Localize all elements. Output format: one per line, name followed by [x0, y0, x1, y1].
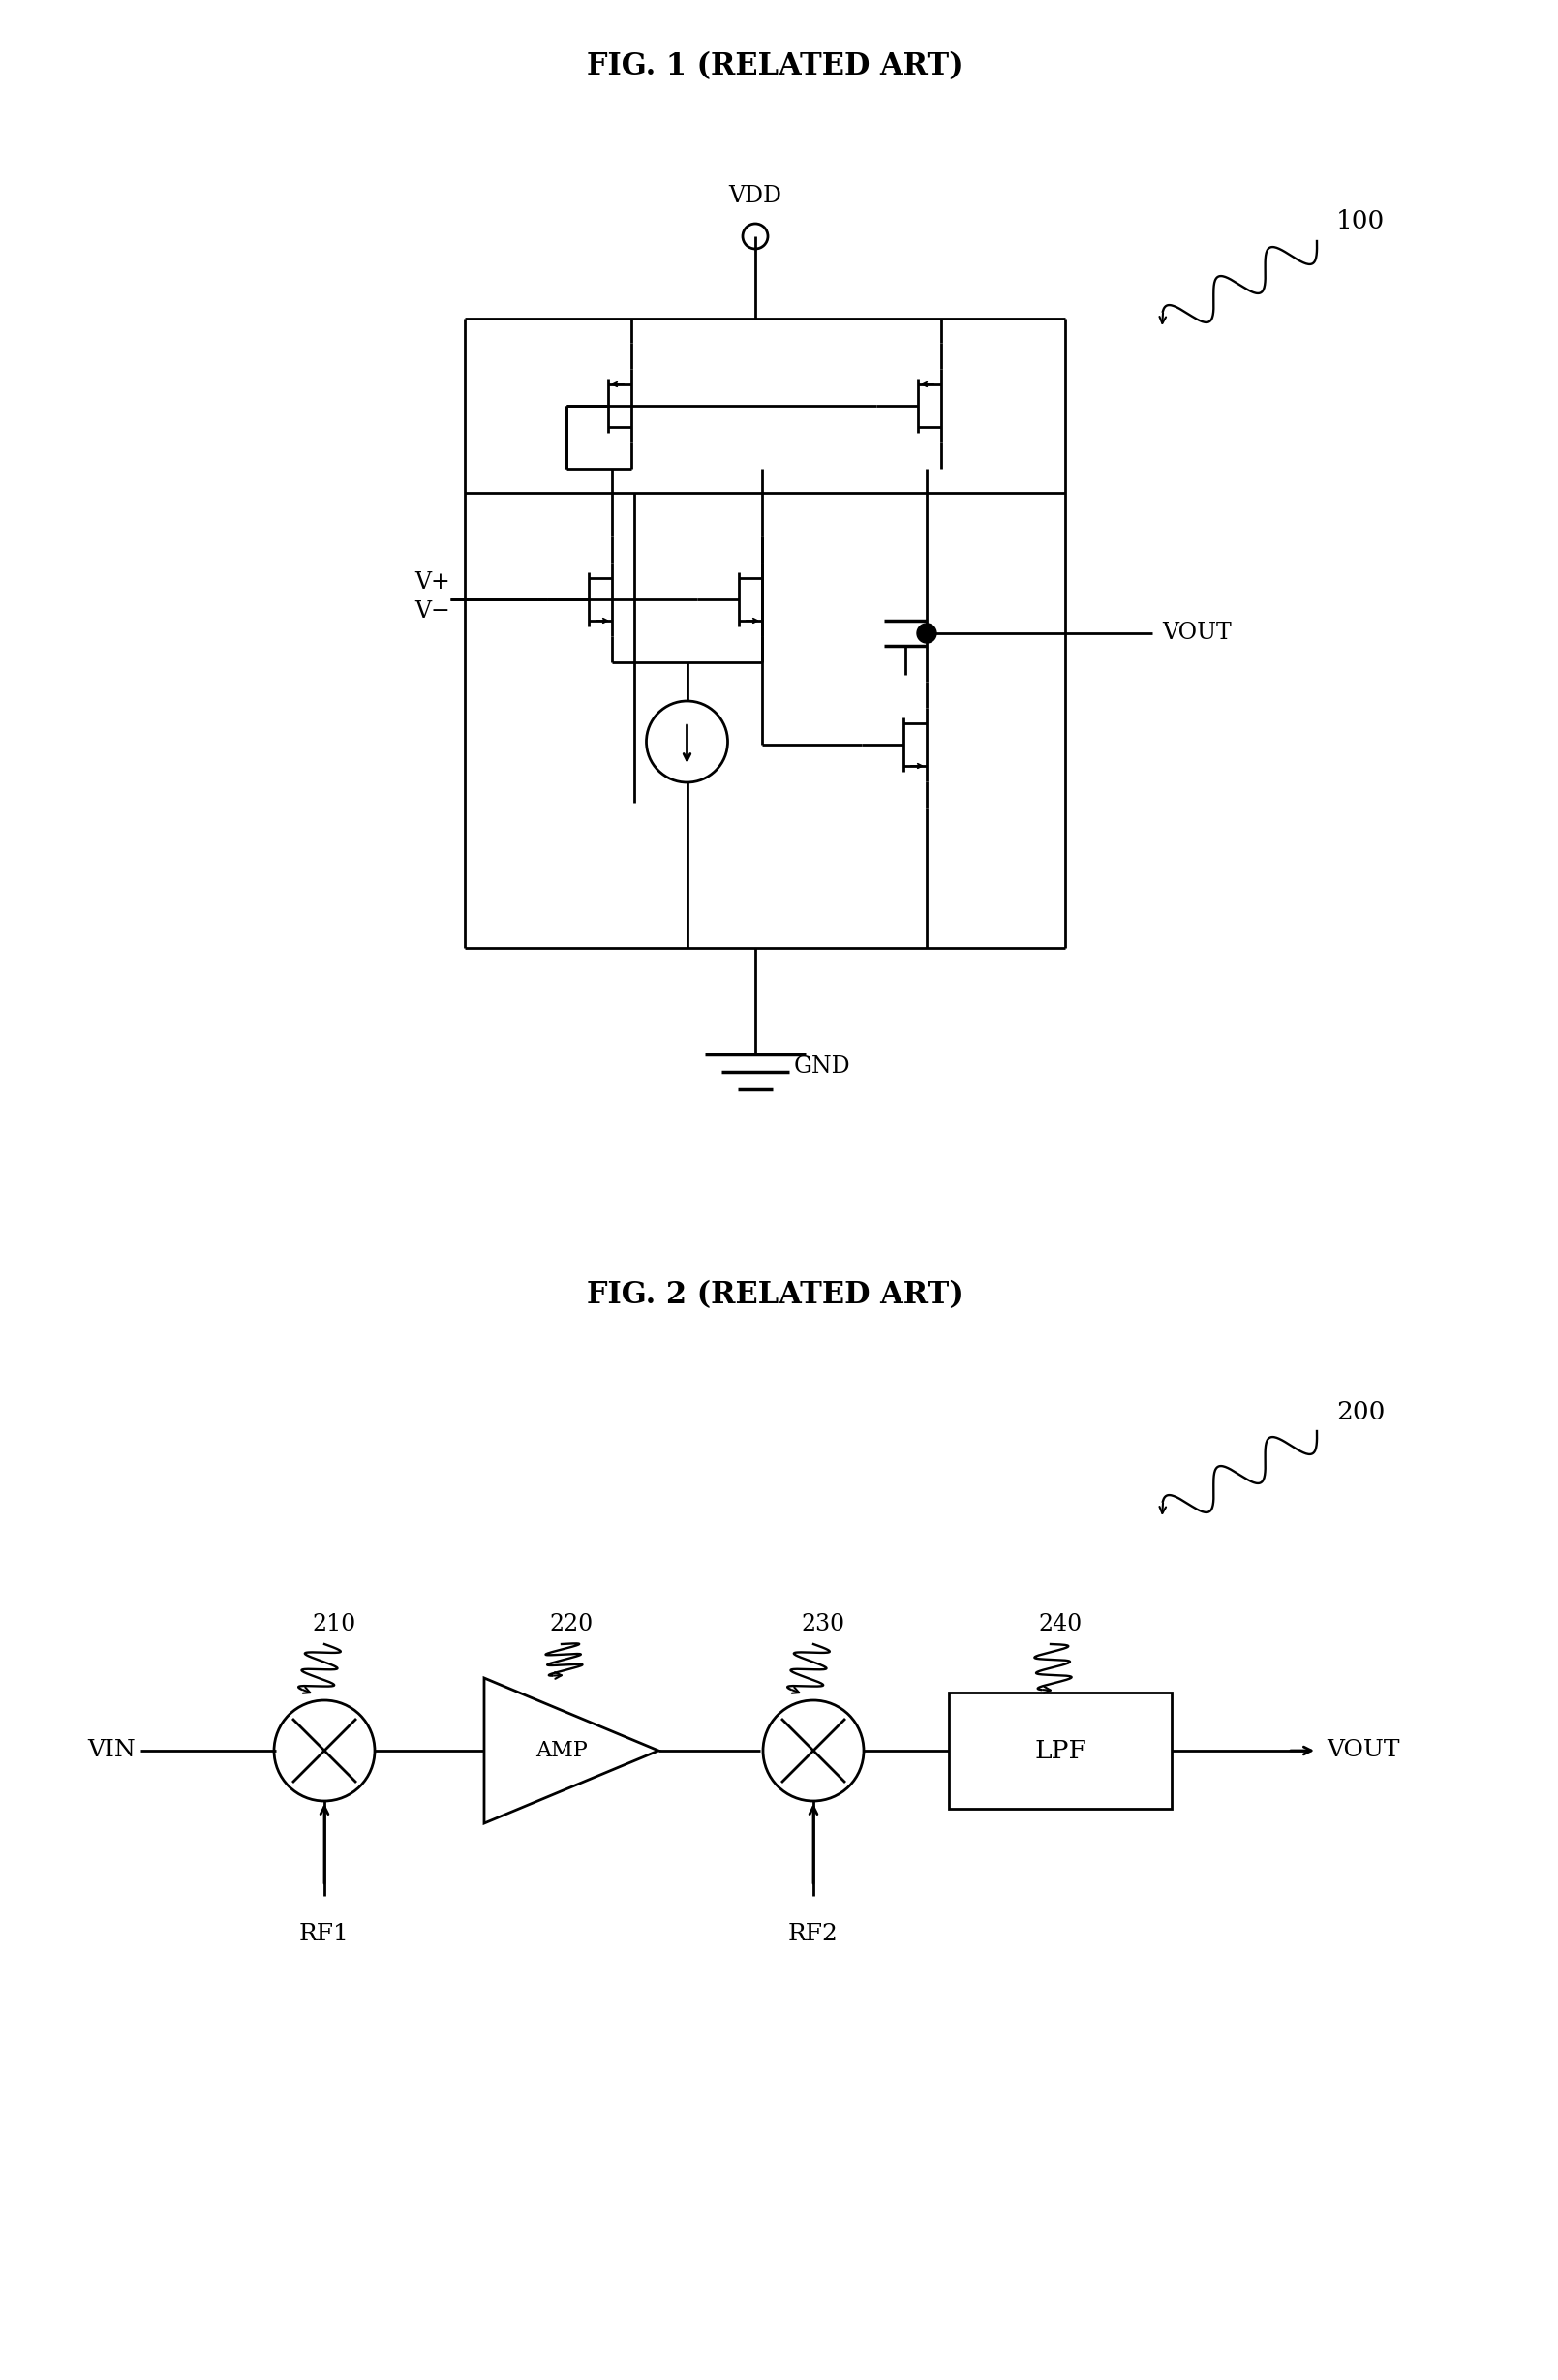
- Text: V+: V+: [414, 571, 450, 593]
- Text: VDD: VDD: [729, 186, 782, 207]
- Text: V−: V−: [414, 600, 450, 621]
- Text: AMP: AMP: [536, 1740, 587, 1761]
- Text: 230: 230: [801, 1614, 844, 1635]
- Text: FIG. 2 (RELATED ART): FIG. 2 (RELATED ART): [586, 1280, 963, 1311]
- Bar: [949, 1692, 1172, 1809]
- Text: 200: 200: [1337, 1399, 1385, 1423]
- Text: VOUT: VOUT: [1326, 1740, 1399, 1761]
- Text: 210: 210: [312, 1614, 355, 1635]
- Text: GND: GND: [795, 1054, 851, 1078]
- Text: RF2: RF2: [788, 1923, 838, 1947]
- Text: 100: 100: [1337, 209, 1385, 233]
- Text: VIN: VIN: [87, 1740, 136, 1761]
- Text: RF1: RF1: [299, 1923, 349, 1947]
- Text: 240: 240: [1038, 1614, 1083, 1635]
- Text: FIG. 1 (RELATED ART): FIG. 1 (RELATED ART): [586, 52, 963, 81]
- Text: 220: 220: [550, 1614, 594, 1635]
- Text: VOUT: VOUT: [1162, 621, 1231, 645]
- Circle shape: [918, 624, 936, 643]
- Text: LPF: LPF: [1035, 1737, 1086, 1764]
